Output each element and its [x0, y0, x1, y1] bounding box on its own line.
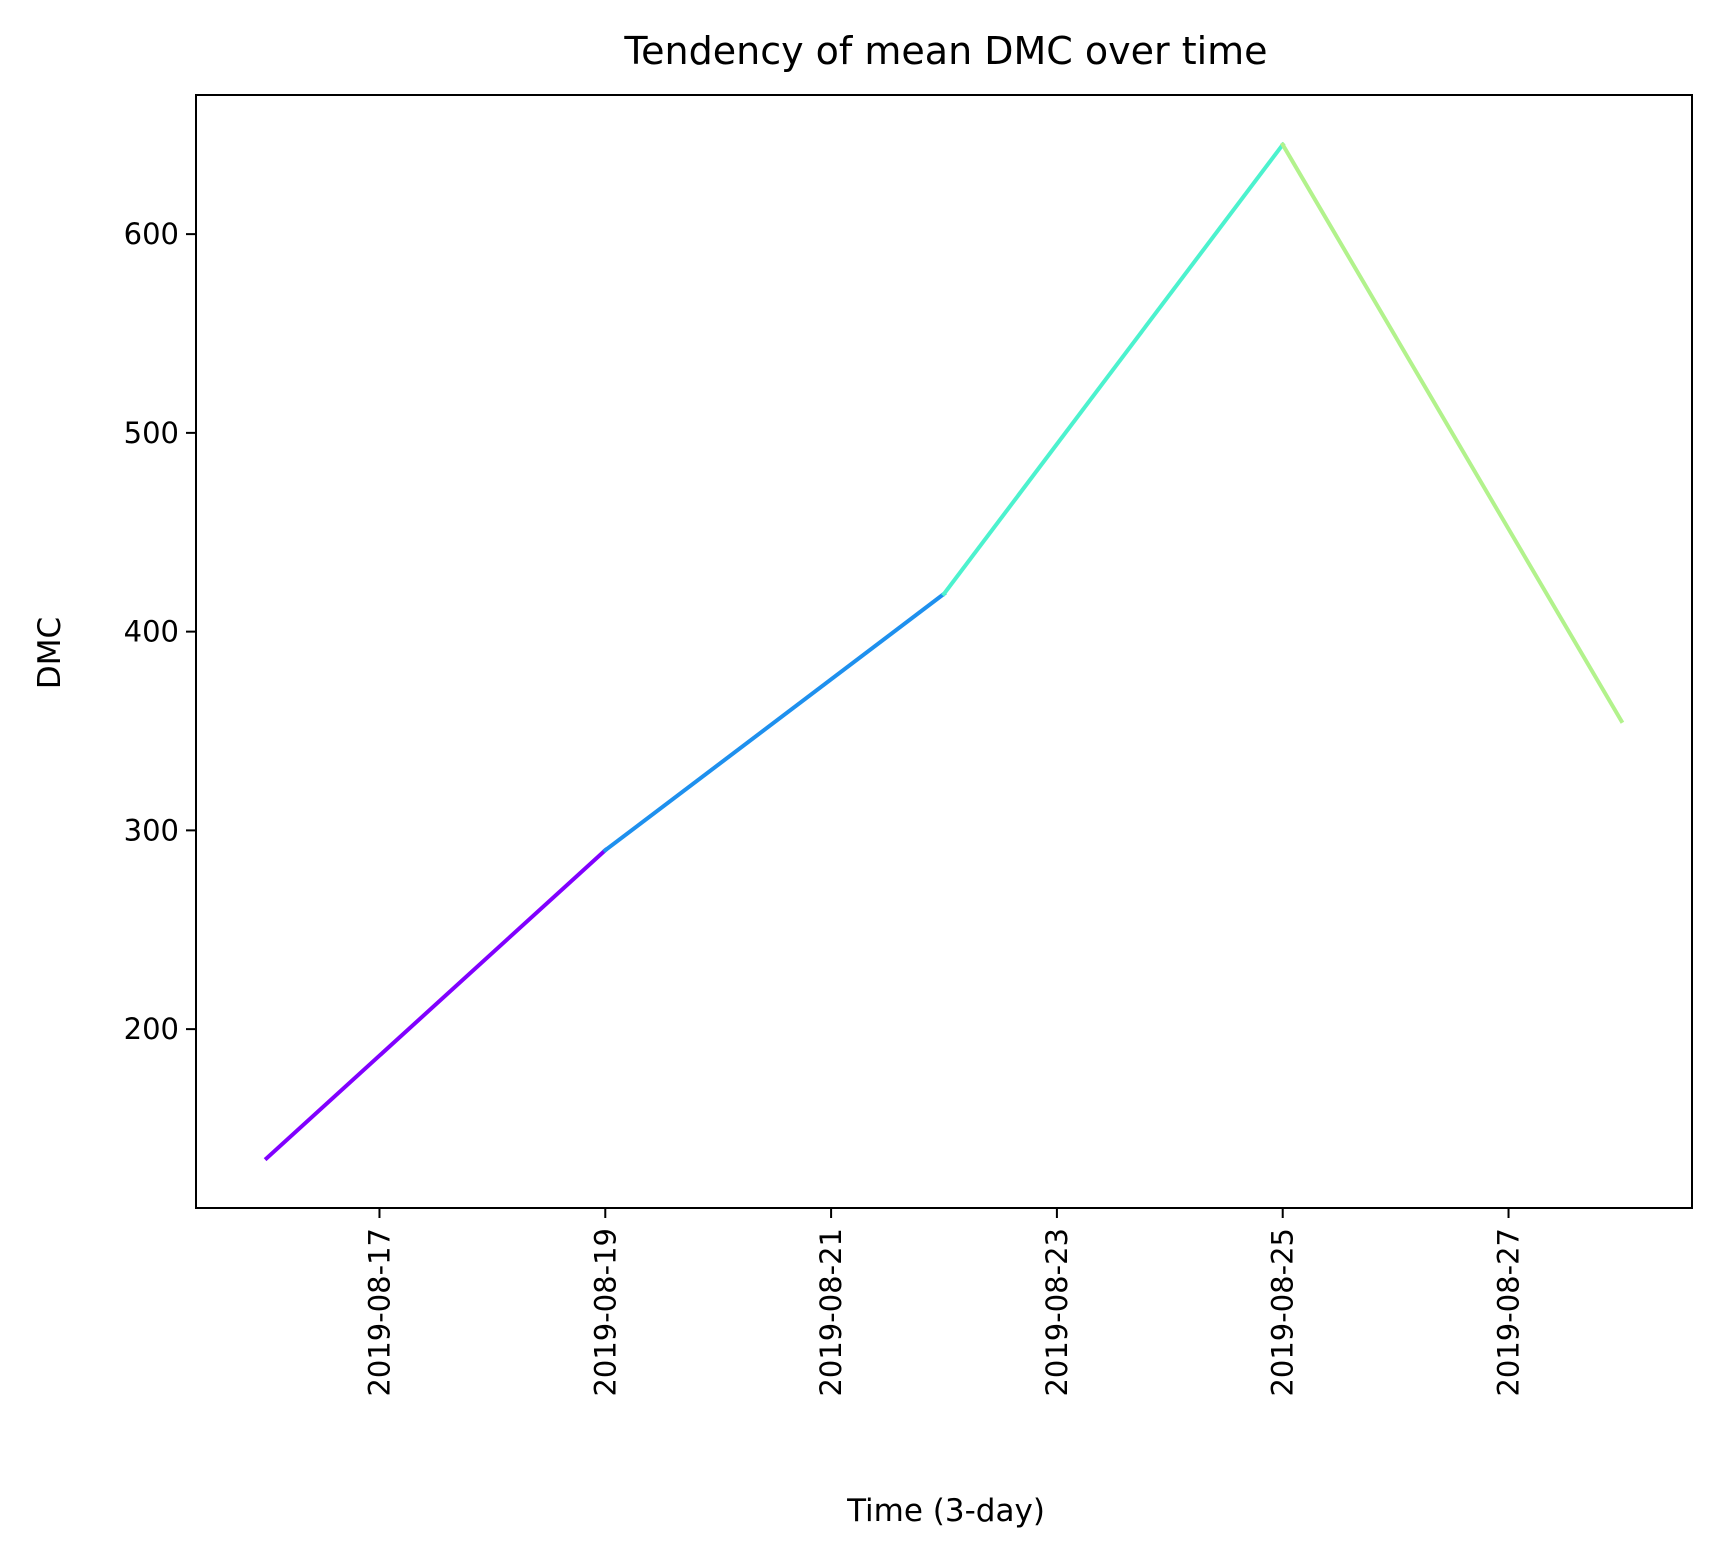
x-axis: 2019-08-17 2019-08-19 2019-08-21 2019-08-23…	[362, 1208, 1526, 1397]
line-segment-3	[941, 141, 1286, 597]
x-tick-label: 2019-08-23	[1040, 1228, 1074, 1397]
y-axis: 200 300 400 500 600	[124, 217, 196, 1046]
y-tick-label: 200	[124, 1012, 179, 1046]
series-line	[263, 141, 1625, 1162]
plot-frame	[195, 94, 1693, 1209]
y-axis-label: DMC	[32, 617, 68, 689]
chart-title: Tendency of mean DMC over time	[623, 29, 1267, 73]
y-tick-label: 400	[124, 615, 179, 649]
x-tick-label: 2019-08-19	[588, 1228, 622, 1397]
x-tick-label: 2019-08-21	[814, 1228, 848, 1397]
y-tick-label: 600	[124, 217, 179, 251]
y-tick-label: 500	[124, 416, 179, 450]
x-tick-label: 2019-08-25	[1266, 1228, 1300, 1397]
line-segment-1	[263, 847, 609, 1162]
x-tick-label: 2019-08-27	[1492, 1228, 1526, 1397]
line-segment-4	[1279, 141, 1625, 724]
x-axis-label: Time (3-day)	[846, 1493, 1045, 1529]
line-segment-2	[602, 591, 947, 854]
x-tick-label: 2019-08-17	[362, 1228, 396, 1397]
y-tick-label: 300	[124, 813, 179, 847]
